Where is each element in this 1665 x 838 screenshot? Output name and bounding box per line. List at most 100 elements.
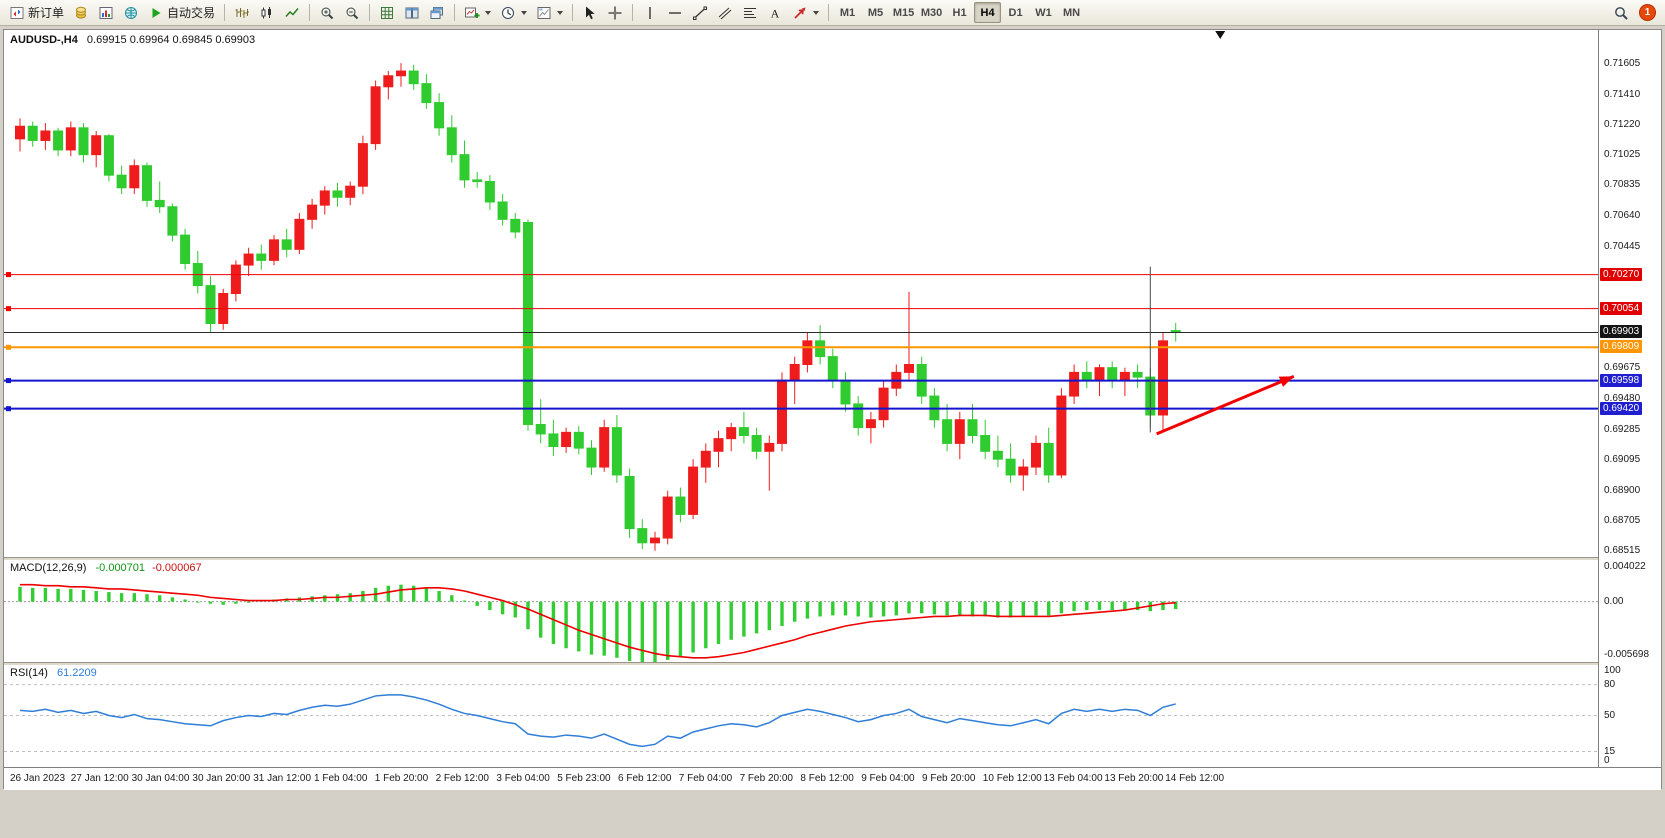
chevron-down-icon — [813, 10, 820, 15]
bar-chart-button[interactable] — [230, 2, 254, 23]
horizontal-line-button[interactable] — [663, 2, 687, 23]
toolbar-separator — [572, 4, 574, 21]
vertical-line-button[interactable] — [638, 2, 662, 23]
navigator-icon — [123, 5, 139, 21]
time-axis-label: 14 Feb 12:00 — [1165, 773, 1225, 784]
play-icon — [148, 5, 164, 21]
crosshair-icon — [607, 5, 623, 21]
market-watch-icon — [73, 5, 89, 21]
candlestick-chart-icon — [259, 5, 275, 21]
line-chart-icon — [284, 5, 300, 21]
line-handle — [6, 378, 11, 384]
crosshair-button[interactable] — [603, 2, 627, 23]
timeframe-m30-button[interactable]: M30 — [918, 2, 945, 23]
timeframe-mn-button[interactable]: MN — [1058, 2, 1085, 23]
price-line-badge: 0.69420 — [1600, 401, 1643, 415]
notification-badge[interactable]: 1 — [1639, 4, 1656, 21]
periods-button[interactable] — [496, 2, 531, 23]
timeframe-h1-button[interactable]: H1 — [946, 2, 973, 23]
axis-label: 50 — [1604, 709, 1616, 721]
cascade-windows-button[interactable] — [425, 2, 449, 23]
zoom-out-button[interactable] — [340, 2, 364, 23]
grid-icon — [379, 5, 395, 21]
cursor-button[interactable] — [578, 2, 602, 23]
arrows-button[interactable] — [788, 2, 823, 23]
time-axis-label: 30 Jan 20:00 — [192, 773, 251, 784]
timeframe-m5-button[interactable]: M5 — [862, 2, 889, 23]
macd-chart[interactable] — [4, 559, 1598, 662]
auto-trading-button[interactable]: 自动交易 — [144, 2, 219, 23]
market-watch-button[interactable] — [69, 2, 93, 23]
trendline-icon — [692, 5, 708, 21]
macd-signal-value: -0.000067 — [152, 562, 202, 574]
time-axis-label: 9 Feb 20:00 — [922, 773, 976, 784]
zoom-in-button[interactable] — [315, 2, 339, 23]
time-axis-label: 6 Feb 12:00 — [618, 773, 672, 784]
zoom-in-icon — [319, 5, 335, 21]
timeframe-m15-button[interactable]: M15 — [890, 2, 917, 23]
time-axis-label: 9 Feb 04:00 — [861, 773, 915, 784]
axis-label: 0.70640 — [1604, 210, 1641, 222]
price-line-badge: 0.69903 — [1600, 325, 1643, 339]
axis-label: 15 — [1604, 745, 1616, 757]
axis-label: 0.004022 — [1604, 561, 1646, 572]
axis-label: 0.71220 — [1604, 118, 1641, 130]
price-chart[interactable] — [4, 30, 1598, 557]
new-order-icon — [9, 5, 25, 21]
axis-label: -0.005698 — [1604, 649, 1650, 660]
axis-label: 0.70445 — [1604, 240, 1641, 252]
time-axis-label: 1 Feb 20:00 — [374, 773, 429, 784]
horizontal-line-icon — [667, 5, 683, 21]
search-button[interactable] — [1609, 2, 1633, 23]
tile-windows-icon — [404, 5, 420, 21]
navigator-button[interactable] — [119, 2, 143, 23]
templates-button[interactable] — [532, 2, 567, 23]
time-axis-label: 31 Jan 12:00 — [253, 773, 312, 784]
axis-label: 100 — [1604, 665, 1621, 676]
grid-button[interactable] — [375, 2, 399, 23]
timeframe-d1-button[interactable]: D1 — [1002, 2, 1029, 23]
rsi-chart[interactable] — [4, 664, 1598, 767]
line-handle — [6, 344, 11, 350]
chevron-down-icon — [521, 10, 528, 15]
price-line-badge: 0.69598 — [1600, 373, 1643, 387]
channel-button[interactable] — [713, 2, 737, 23]
price-axis[interactable]: 0.71605 0.71410 0.71220 0.71025 0.70835 0.706… — [1598, 30, 1661, 767]
chevron-down-icon — [557, 10, 564, 15]
time-axis[interactable]: 26 Jan 2023 27 Jan 12:00 30 Jan 04:00 30 Ja… — [4, 767, 1661, 790]
panel-splitter-macd[interactable] — [4, 557, 1661, 560]
indicators-icon — [464, 5, 480, 21]
timeframe-w1-button[interactable]: W1 — [1030, 2, 1057, 23]
cascade-windows-icon — [429, 5, 445, 21]
periods-clock-icon — [500, 5, 516, 21]
price-line-badge: 0.69809 — [1600, 340, 1643, 354]
axis-label: 0.68900 — [1604, 484, 1641, 496]
axis-label: 0.71410 — [1604, 88, 1641, 100]
timeframe-h4-button[interactable]: H4 — [974, 2, 1002, 23]
macd-histogram — [18, 584, 1178, 662]
bar-chart-icon — [234, 5, 250, 21]
time-axis-label: 7 Feb 20:00 — [739, 773, 793, 784]
tile-windows-button[interactable] — [400, 2, 424, 23]
chart-window-button[interactable] — [94, 2, 118, 23]
chart-shift-marker — [1215, 31, 1226, 39]
time-axis-label: 10 Feb 12:00 — [982, 773, 1042, 784]
text-button[interactable]: A — [763, 2, 787, 23]
symbol-timeframe-label: AUDUSD-,H4 — [10, 34, 78, 46]
candlestick-chart-button[interactable] — [255, 2, 279, 23]
rsi-value: 61.2209 — [56, 667, 97, 679]
ohlc-values: 0.69915 0.69964 0.69845 0.69903 — [86, 34, 256, 46]
time-axis-label: 27 Jan 12:00 — [70, 773, 129, 784]
macd-main-value: -0.000701 — [95, 562, 146, 574]
timeframe-m1-button[interactable]: M1 — [834, 2, 861, 23]
axis-label: 0.68515 — [1604, 545, 1641, 557]
trendline-button[interactable] — [688, 2, 712, 23]
fibonacci-button[interactable] — [738, 2, 762, 23]
axis-label: 0.69675 — [1604, 362, 1641, 374]
time-axis-label: 3 Feb 04:00 — [496, 773, 550, 784]
indicators-button[interactable] — [460, 2, 495, 23]
panel-splitter-rsi[interactable] — [4, 662, 1661, 665]
new-order-button[interactable]: 新订单 — [5, 2, 68, 23]
time-axis-label: 13 Feb 04:00 — [1043, 773, 1103, 784]
line-chart-button[interactable] — [280, 2, 304, 23]
